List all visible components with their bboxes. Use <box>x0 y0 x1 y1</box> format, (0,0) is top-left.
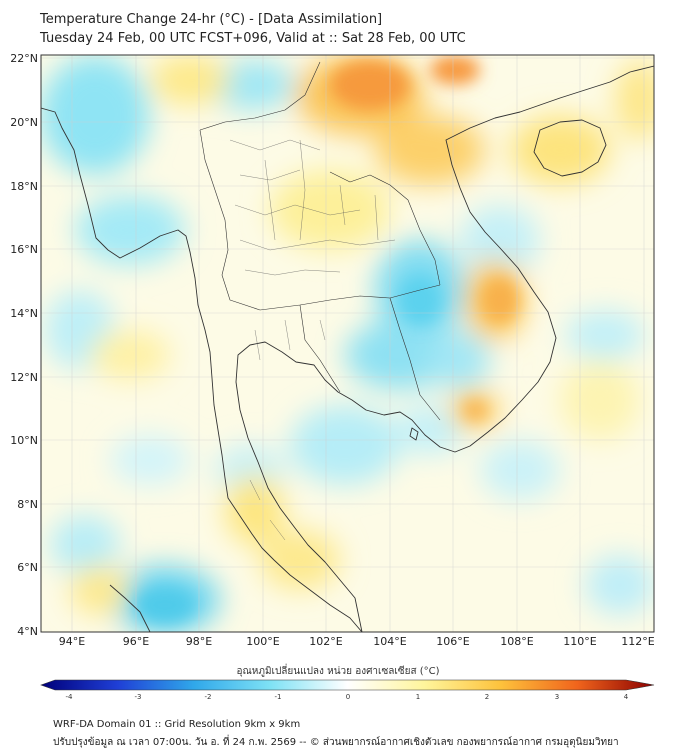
lon-label: 112°E <box>621 635 654 648</box>
temperature-field <box>41 55 654 632</box>
lat-label: 12°N <box>10 371 38 384</box>
gulf-coastline <box>235 65 654 632</box>
lon-label: 106°E <box>436 635 469 648</box>
colorbar-tick: 4 <box>623 693 629 701</box>
phu-quoc-island <box>409 427 419 441</box>
colorbar-tick: -4 <box>65 693 73 701</box>
lat-label: 14°N <box>10 307 38 320</box>
colorbar-tick: -3 <box>134 693 142 701</box>
lat-label: 4°N <box>17 625 38 638</box>
colorbar-tick: -1 <box>274 693 282 701</box>
colorbar-label: อุณหภูมิเปลี่ยนแปลง หน่วย องศาเซลเซียส (… <box>236 666 440 677</box>
lat-label: 16°N <box>10 243 38 256</box>
lat-label: 22°N <box>10 52 38 65</box>
lon-label: 110°E <box>563 635 596 648</box>
hainan-island <box>533 119 607 177</box>
colorbar-tick: 3 <box>554 693 560 701</box>
colorbar-tick: 0 <box>345 693 351 701</box>
footer-credit: ปรับปรุงข้อมูล ณ เวลา 07:00น. วัน อ. ที่… <box>53 737 619 748</box>
lat-label: 8°N <box>17 498 38 511</box>
lon-label: 108°E <box>500 635 533 648</box>
lat-label: 18°N <box>10 180 38 193</box>
colorbar-tick: 1 <box>415 693 421 701</box>
lat-label: 6°N <box>17 561 38 574</box>
footer-resolution: WRF-DA Domain 01 :: Grid Resolution 9km … <box>53 719 301 730</box>
map-frame <box>40 54 655 633</box>
lat-label: 20°N <box>10 116 38 129</box>
colorbar-tick: 2 <box>484 693 490 701</box>
graticule <box>41 55 654 632</box>
map-subtitle: Tuesday 24 Feb, 00 UTC FCST+096, Valid a… <box>40 31 466 46</box>
lon-label: 102°E <box>309 635 342 648</box>
colorbar <box>40 679 655 691</box>
lon-label: 96°E <box>123 635 149 648</box>
map-title: Temperature Change 24-hr (°C) - [Data As… <box>40 12 383 27</box>
colorbar-tick: -2 <box>204 693 212 701</box>
province-borders <box>229 139 396 541</box>
thailand-border <box>199 61 441 421</box>
lat-label: 10°N <box>10 434 38 447</box>
mainland-coastline <box>41 107 363 632</box>
lon-label: 104°E <box>373 635 406 648</box>
sumatra-coast <box>109 584 151 632</box>
lon-label: 98°E <box>186 635 212 648</box>
lon-label: 100°E <box>246 635 279 648</box>
lon-label: 94°E <box>59 635 85 648</box>
